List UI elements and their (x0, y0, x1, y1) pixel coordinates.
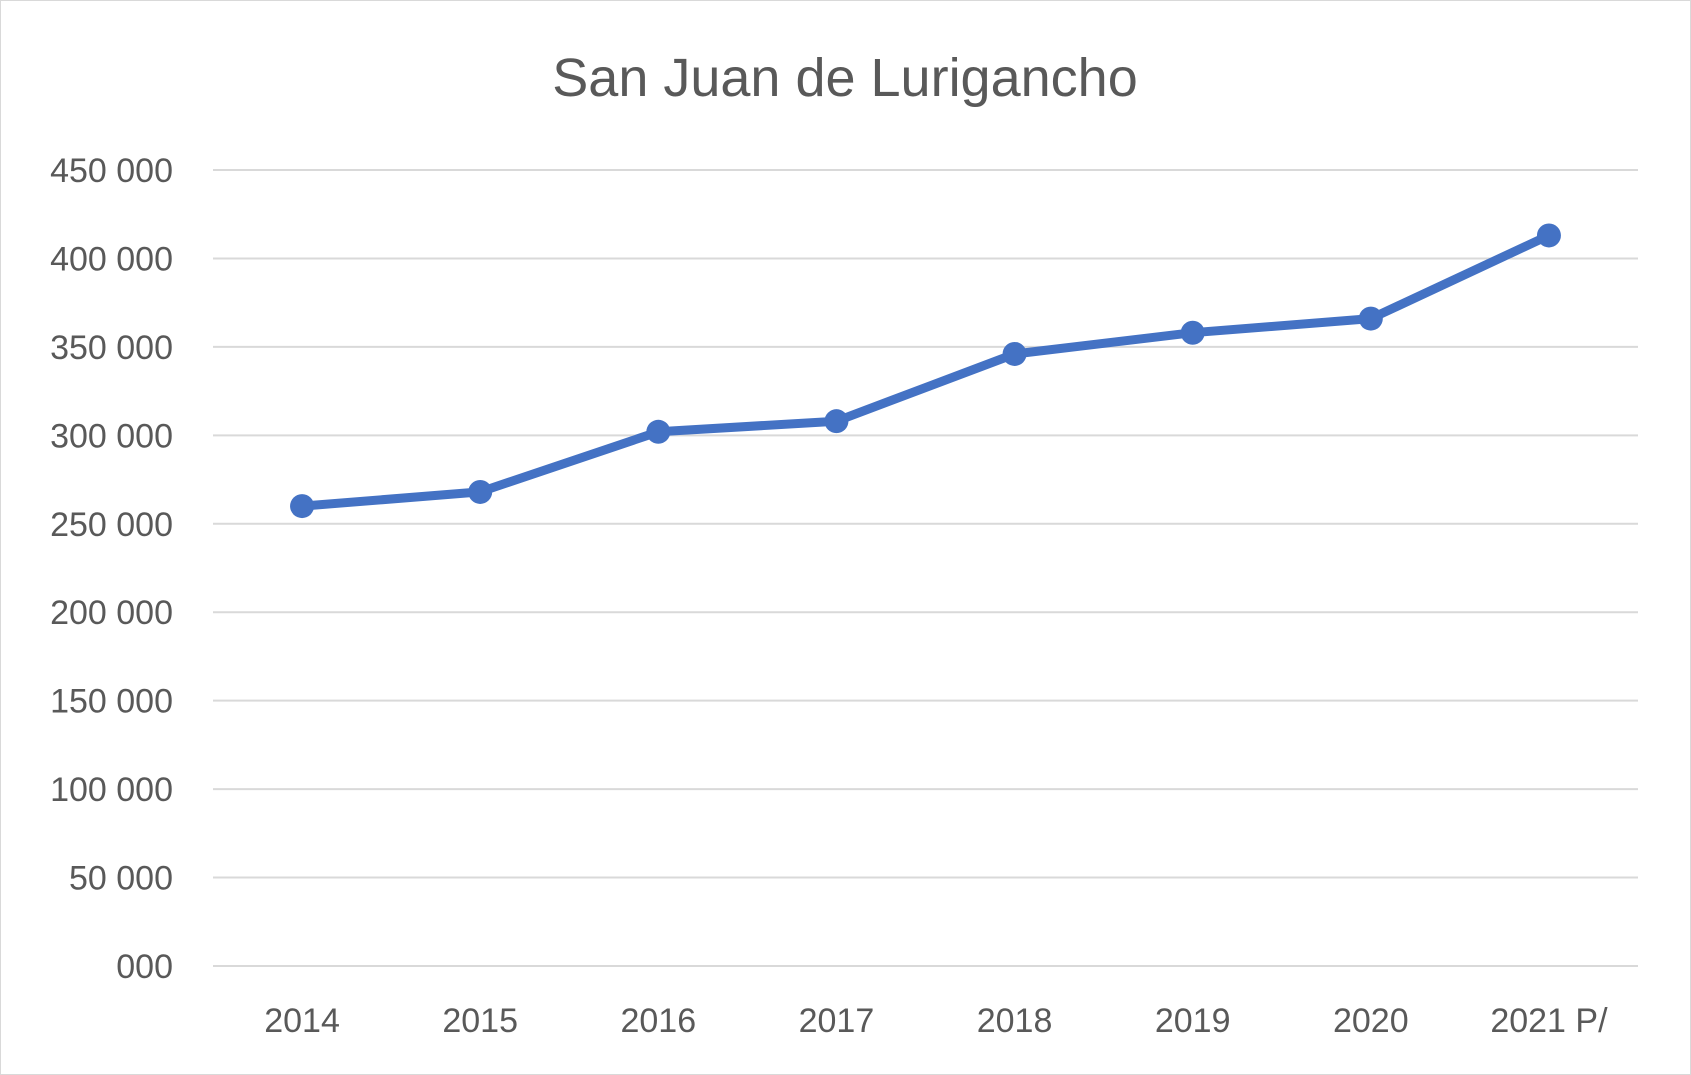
series-group (290, 223, 1561, 519)
y-axis: 000 50 000 100 000 150 000 200 000 250 000 300… (50, 152, 173, 986)
x-tick-label: 2020 (1333, 1002, 1409, 1040)
data-point-2020 (1358, 306, 1383, 331)
data-point-2014 (290, 494, 315, 519)
y-tick-label: 250 000 (50, 506, 173, 544)
x-tick-label: 2015 (442, 1002, 518, 1040)
gridlines (213, 169, 1638, 967)
data-point-2018 (1002, 341, 1027, 366)
data-point-2021-P (1536, 223, 1561, 248)
y-tick-label: 350 000 (50, 329, 173, 367)
x-tick-label: 2018 (977, 1002, 1053, 1040)
x-tick-label: 2017 (799, 1002, 875, 1040)
x-tick-label: 2021 P/ (1490, 1002, 1608, 1040)
y-tick-label: 400 000 (50, 240, 173, 278)
series-line (297, 230, 1554, 511)
x-tick-label: 2019 (1155, 1002, 1231, 1040)
chart-title: San Juan de Lurigancho (552, 48, 1137, 108)
x-tick-label: 2016 (620, 1002, 696, 1040)
y-tick-label: 150 000 (50, 683, 173, 721)
y-tick-label: 450 000 (50, 152, 173, 190)
y-tick-label: 300 000 (50, 417, 173, 455)
x-tick-label: 2014 (264, 1002, 340, 1040)
y-tick-label: 200 000 (50, 594, 173, 632)
data-point-2017 (824, 409, 849, 434)
y-tick-label: 100 000 (50, 771, 173, 809)
data-point-2019 (1180, 320, 1205, 345)
x-axis: 2014 2015 2016 2017 2018 2019 2020 2021 P/ (264, 1002, 1608, 1040)
y-tick-label: 000 (116, 948, 173, 986)
data-point-2015 (468, 479, 493, 504)
data-point-2016 (646, 419, 671, 444)
y-tick-label: 50 000 (69, 860, 173, 898)
